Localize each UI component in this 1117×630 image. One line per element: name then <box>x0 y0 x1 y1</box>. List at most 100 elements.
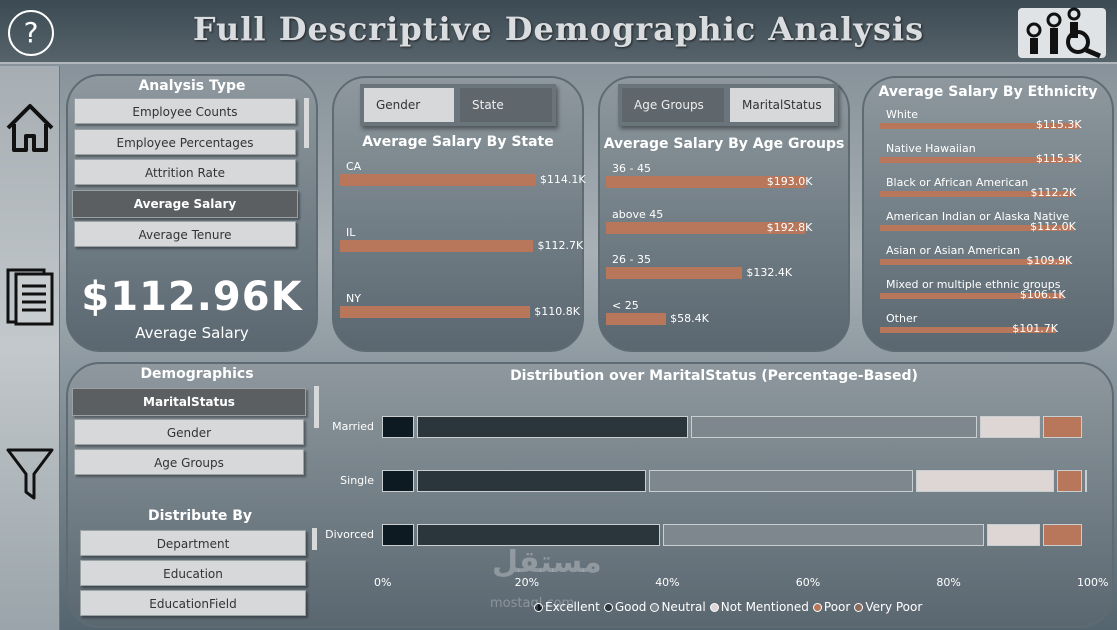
bar-value-label: $193.0K <box>766 175 813 188</box>
legend-entry[interactable]: Neutral <box>661 600 706 614</box>
stacked-segment <box>382 470 415 492</box>
option-employee-percentages[interactable]: Employee Percentages <box>74 129 296 155</box>
filter-icon[interactable] <box>4 444 56 506</box>
tab-age-groups[interactable]: Age Groups <box>622 88 724 122</box>
ethnicity-bar <box>880 293 1064 299</box>
salary-by-age-panel: Age Groups MaritalStatus Average Salary … <box>598 76 850 352</box>
x-axis-tick-label: 60% <box>795 576 821 589</box>
x-axis-tick-label: 20% <box>514 576 540 589</box>
dist-option-education-field[interactable]: EducationField <box>80 590 306 616</box>
home-icon[interactable] <box>4 96 56 158</box>
demo-option-gender[interactable]: Gender <box>74 419 304 445</box>
bar-category-label: 36 - 45 <box>612 162 651 175</box>
ethnicity-category-label: Black or African American <box>886 176 1029 189</box>
state-tab-group: Gender State <box>360 84 556 126</box>
bar-category-label: IL <box>346 226 356 239</box>
option-attrition-rate[interactable]: Attrition Rate <box>74 159 296 185</box>
x-axis-tick-label: 80% <box>936 576 961 589</box>
ethnicity-bar <box>880 157 1080 163</box>
stacked-segment <box>417 470 647 492</box>
bar <box>340 174 536 186</box>
stacked-segment <box>986 524 1040 546</box>
demo-option-marital-status[interactable]: MaritalStatus <box>72 388 306 416</box>
ethnicity-value-label: $112.0K <box>1030 220 1076 233</box>
distribution-category-label: Married <box>332 420 374 433</box>
stacked-segment <box>979 416 1040 438</box>
analytics-logo-icon <box>1018 7 1106 59</box>
stacked-segment <box>417 524 661 546</box>
ethnicity-category-label: White <box>886 108 918 121</box>
age-chart-title: Average Salary By Age Groups <box>603 136 845 152</box>
distribution-legend: Excellent Good Neutral Not Mentioned Poor Ver… <box>530 600 922 614</box>
legend-entry[interactable]: Poor <box>823 600 851 614</box>
watermark-logo: مستقل <box>492 545 602 580</box>
dist-option-department[interactable]: Department <box>80 530 306 556</box>
bar <box>606 176 805 188</box>
help-button[interactable]: ? <box>8 10 54 56</box>
ethnicity-bar <box>880 123 1080 129</box>
distribution-category-label: Single <box>340 474 374 487</box>
stacked-segment <box>916 470 1054 492</box>
stacked-segment <box>1085 470 1087 492</box>
tab-state[interactable]: State <box>460 88 552 122</box>
ethnicity-value-label: $112.2K <box>1030 186 1077 199</box>
stacked-segment <box>691 416 977 438</box>
legend-marker <box>603 603 613 612</box>
distribute-by-scrollbar[interactable] <box>312 528 317 550</box>
demographics-scrollbar[interactable] <box>314 386 319 428</box>
legend-marker <box>812 603 822 612</box>
bar-value-label: $114.1K <box>539 173 586 186</box>
legend-entry[interactable]: Good <box>614 600 647 614</box>
ethnicity-bar <box>880 259 1071 265</box>
report-icon[interactable] <box>4 266 56 328</box>
ethnicity-category-label: American Indian or Alaska Native <box>886 210 1070 223</box>
ethnicity-value-label: $115.3K <box>1035 152 1082 165</box>
dist-option-education[interactable]: Education <box>80 560 306 586</box>
demographics-title: Demographics <box>140 366 254 382</box>
legend-entry[interactable]: Very Poor <box>865 600 923 614</box>
distribution-panel: Demographics MaritalStatus Gender Age Gr… <box>66 362 1114 628</box>
bar <box>606 221 805 234</box>
bar-category-label: 26 - 35 <box>612 253 651 266</box>
bar <box>340 240 534 252</box>
bar-value-label: $192.8K <box>766 220 813 234</box>
bar <box>340 306 531 318</box>
salary-by-ethnicity-panel: Average Salary By Ethnicity White $115.3K… <box>862 76 1114 352</box>
bar-category-label: NY <box>346 292 361 305</box>
legend-entry[interactable]: Not Mentioned <box>720 600 809 614</box>
tab-gender[interactable]: Gender <box>364 88 454 122</box>
kpi-label: Average Salary <box>135 324 249 342</box>
legend-marker <box>534 603 543 612</box>
age-tab-group: Age Groups MaritalStatus <box>618 84 838 126</box>
state-chart-title: Average Salary By State <box>362 134 554 150</box>
option-average-tenure[interactable]: Average Tenure <box>74 221 296 247</box>
analysis-type-scrollbar[interactable] <box>304 98 309 148</box>
header-bar: ? Full Descriptive Demographic Analysis <box>0 0 1117 64</box>
bar-value-label: $58.4K <box>670 311 709 325</box>
analysis-type-title: Analysis Type <box>138 78 246 94</box>
stacked-segment <box>1042 524 1082 546</box>
option-employee-counts[interactable]: Employee Counts <box>74 98 296 124</box>
ethnicity-value-label: $106.1K <box>1019 288 1066 301</box>
ethnicity-value-label: $115.3K <box>1035 118 1082 131</box>
distribute-by-title: Distribute By <box>148 508 252 524</box>
legend-entry[interactable]: Excellent <box>545 600 600 614</box>
stacked-segment <box>1042 416 1082 438</box>
ethnicity-value-label: $109.9K <box>1026 254 1073 267</box>
ethnicity-category-label: Native Hawaiian <box>886 142 976 155</box>
left-nav-sidebar <box>0 66 60 630</box>
legend-marker <box>650 603 660 612</box>
stacked-segment <box>663 524 984 546</box>
legend-marker <box>709 603 719 612</box>
stacked-segment <box>649 470 914 492</box>
ethnicity-chart-title: Average Salary By Ethnicity <box>878 84 1098 100</box>
stacked-segment <box>417 416 689 438</box>
x-axis-tick-label: 100% <box>1077 576 1109 589</box>
tab-marital-status[interactable]: MaritalStatus <box>730 88 834 122</box>
option-average-salary[interactable]: Average Salary <box>72 190 298 218</box>
bar <box>606 312 667 325</box>
ethnicity-value-label: $101.7K <box>1012 322 1058 335</box>
demo-option-age-groups[interactable]: Age Groups <box>74 449 304 475</box>
legend-marker <box>854 603 864 612</box>
distribution-category-label: Divorced <box>325 528 374 541</box>
